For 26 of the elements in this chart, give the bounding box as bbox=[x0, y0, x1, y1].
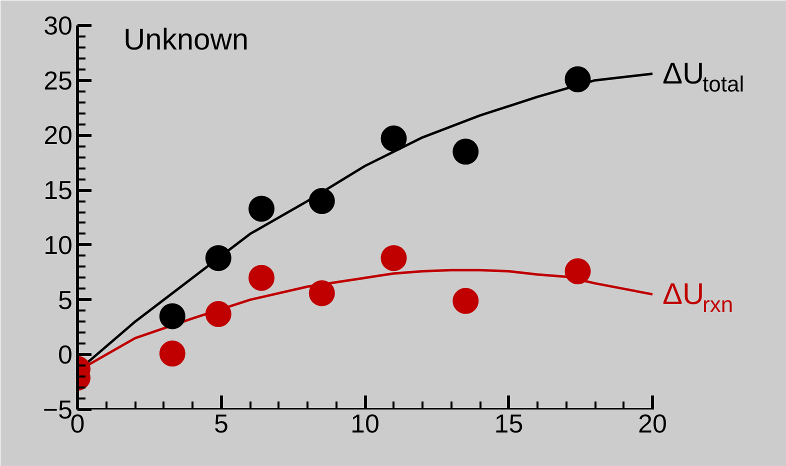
point bbox=[452, 138, 479, 165]
chart-title: Unknown bbox=[124, 24, 249, 57]
point bbox=[308, 280, 335, 306]
point bbox=[564, 66, 591, 92]
x-tick-label: 15 bbox=[494, 408, 524, 438]
point bbox=[452, 288, 479, 314]
y-tick-label: 25 bbox=[44, 65, 72, 96]
y-tick-label: 20 bbox=[44, 120, 72, 150]
x-tick-label: 10 bbox=[350, 408, 380, 438]
point bbox=[159, 340, 186, 367]
point bbox=[308, 188, 335, 214]
y-tick-label: 15 bbox=[44, 175, 72, 206]
point bbox=[380, 126, 407, 152]
point bbox=[248, 196, 274, 222]
y-tick-label: 30 bbox=[44, 10, 72, 40]
x-tick-label: 20 bbox=[638, 408, 667, 438]
point bbox=[205, 245, 232, 272]
point bbox=[564, 258, 591, 284]
point bbox=[248, 264, 274, 291]
y-tick-label: 5 bbox=[58, 284, 73, 315]
x-tick-label: 5 bbox=[214, 408, 228, 438]
y-tick-label: 10 bbox=[44, 230, 72, 260]
point bbox=[159, 303, 186, 330]
point bbox=[380, 245, 407, 272]
point bbox=[205, 301, 232, 328]
y-tick-label: 0 bbox=[58, 340, 73, 370]
